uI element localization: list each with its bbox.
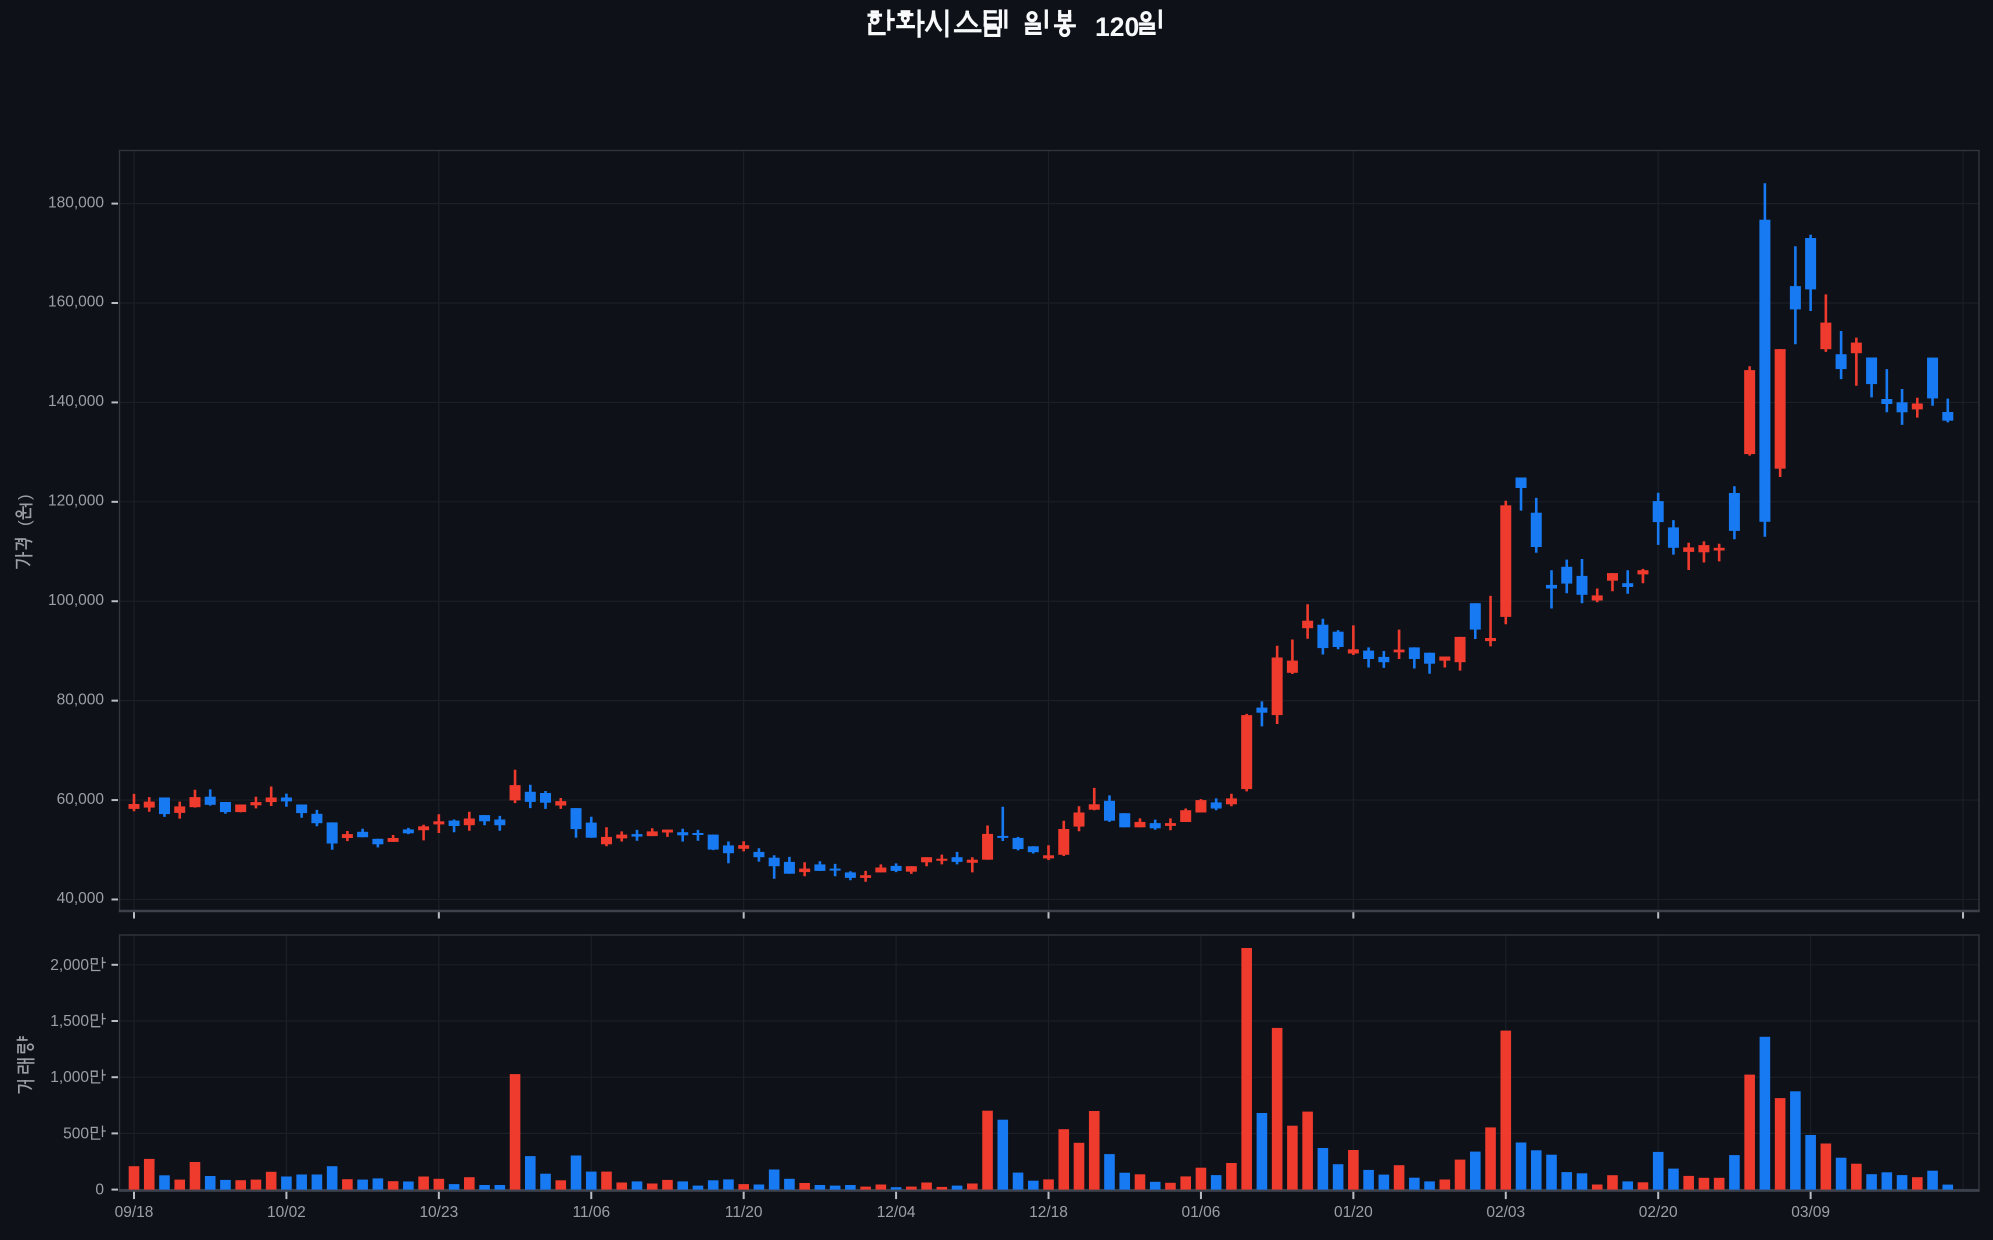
- svg-text:10/02: 10/02: [267, 1204, 306, 1221]
- svg-text:1,000: 1,000: [50, 1069, 89, 1086]
- svg-text:80,000: 80,000: [57, 691, 105, 708]
- svg-text:2,000: 2,000: [50, 957, 89, 974]
- svg-text:140,000: 140,000: [48, 393, 104, 410]
- svg-text:12/18: 12/18: [1029, 1204, 1068, 1221]
- svg-text:120,000: 120,000: [48, 493, 104, 510]
- svg-text:02/20: 02/20: [1639, 1204, 1678, 1221]
- svg-text:(: (: [15, 520, 34, 526]
- svg-text:11/06: 11/06: [572, 1204, 610, 1221]
- svg-text:01/20: 01/20: [1334, 1204, 1373, 1221]
- svg-text:01/06: 01/06: [1182, 1204, 1221, 1221]
- svg-text:12/04: 12/04: [877, 1204, 916, 1221]
- svg-text:60,000: 60,000: [57, 791, 105, 808]
- svg-text:03/09: 03/09: [1791, 1204, 1830, 1221]
- svg-text:0: 0: [95, 1182, 104, 1199]
- svg-text:160,000: 160,000: [48, 294, 104, 311]
- svg-text:100,000: 100,000: [48, 592, 104, 609]
- svg-text:09/18: 09/18: [115, 1204, 154, 1221]
- svg-text:500: 500: [63, 1125, 89, 1142]
- svg-text:180,000: 180,000: [48, 194, 104, 211]
- svg-text:02/03: 02/03: [1486, 1204, 1525, 1221]
- svg-text:): ): [15, 494, 34, 500]
- svg-text:40,000: 40,000: [57, 890, 105, 907]
- svg-text:120: 120: [1095, 12, 1139, 42]
- svg-text:10/23: 10/23: [419, 1204, 458, 1221]
- svg-text:1,500: 1,500: [50, 1013, 89, 1030]
- svg-text:11/20: 11/20: [725, 1204, 763, 1221]
